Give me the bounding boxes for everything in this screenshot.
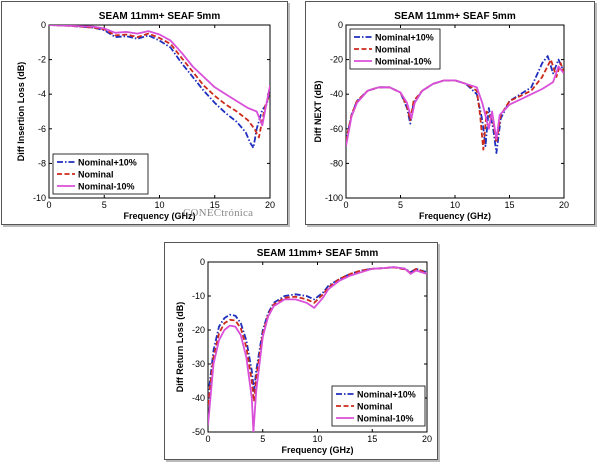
y-tick-label: 0: [200, 257, 205, 267]
x-tick-label: 20: [422, 434, 432, 444]
legend-label: Nominal: [375, 45, 411, 55]
legend-label: Nominal-10%: [375, 57, 432, 67]
x-tick-label: 20: [265, 200, 275, 210]
x-tick-label: 10: [154, 200, 164, 210]
y-tick-label: -10: [33, 193, 46, 203]
chart-title: SEAM 11mm+ SEAF 5mm: [99, 11, 221, 22]
insertion-loss-chart: SEAM 11mm+ SEAF 5mm 0 5 10 15 20 0 -2 -4 -6 -8 -10 F…: [16, 11, 275, 221]
x-tick-label: 0: [343, 200, 348, 210]
x-tick-label: 0: [205, 434, 210, 444]
x-tick-label: 15: [367, 434, 377, 444]
x-tick-label: 10: [450, 200, 460, 210]
x-tick-label: 5: [102, 200, 107, 210]
y-tick-label: -50: [192, 427, 205, 437]
insertion-loss-chart-panel: SEAM 11mm+ SEAF 5mm 0 5 10 15 20 0 -2 -4 -6 -8 -10 F…: [1, 1, 288, 225]
y-tick-label: -8: [38, 158, 46, 168]
legend-label: Nominal: [357, 402, 393, 412]
y-tick-label: -2: [38, 55, 46, 65]
next-chart-panel: SEAM 11mm+ SEAF 5mm 0 5 10 15 20 0 -20 -40 -60 -80…: [305, 1, 595, 225]
x-tick-label: 0: [46, 200, 51, 210]
x-axis-label: Frequency (GHz): [281, 445, 353, 455]
y-tick-label: -6: [38, 124, 46, 134]
series-line: [346, 55, 564, 154]
series-line: [49, 25, 270, 149]
legend-label: Nominal-10%: [78, 182, 135, 192]
x-tick-label: 5: [260, 434, 265, 444]
y-tick-label: -60: [330, 124, 343, 134]
y-tick-label: -80: [330, 158, 343, 168]
series-line: [49, 25, 270, 127]
x-tick-label: 5: [398, 200, 403, 210]
y-tick-label: 0: [338, 20, 343, 30]
y-tick-label: -40: [192, 393, 205, 403]
y-axis-label: Diff NEXT (dB): [313, 81, 323, 143]
y-tick-label: -30: [192, 359, 205, 369]
legend-label: Nominal+10%: [78, 158, 137, 168]
watermark-text: CONECtrónica: [183, 207, 254, 219]
legend-label: Nominal-10%: [357, 414, 414, 424]
x-tick-label: 20: [559, 200, 569, 210]
series-line: [49, 25, 270, 139]
legend-label: Nominal+10%: [375, 33, 434, 43]
y-tick-label: -10: [192, 291, 205, 301]
y-tick-label: -40: [330, 89, 343, 99]
y-tick-label: -20: [192, 325, 205, 335]
y-axis-label: Diff Insertion Loss (dB): [16, 62, 26, 162]
x-tick-label: 15: [504, 200, 514, 210]
x-tick-label: 15: [210, 200, 220, 210]
chart-title: SEAM 11mm+ SEAF 5mm: [394, 11, 516, 22]
next-chart: SEAM 11mm+ SEAF 5mm 0 5 10 15 20 0 -20 -40 -60 -80…: [313, 11, 569, 221]
legend-label: Nominal+10%: [357, 390, 416, 400]
x-axis-label: Frequency (GHz): [123, 211, 195, 221]
y-tick-label: -4: [38, 89, 46, 99]
legend-label: Nominal: [78, 170, 114, 180]
y-tick-label: -20: [330, 55, 343, 65]
series-line: [208, 266, 427, 432]
y-axis-label: Diff Return Loss (dB): [175, 302, 185, 393]
x-axis-label: Frequency (GHz): [419, 211, 491, 221]
y-tick-label: -100: [325, 193, 343, 203]
return-loss-chart: SEAM 11mm+ SEAF 5mm 0 5 10 15 20 0 -10 -20 -30 -40…: [175, 248, 432, 455]
y-tick-label: 0: [41, 20, 46, 30]
x-tick-label: 10: [312, 434, 322, 444]
series-line: [346, 65, 564, 147]
chart-title: SEAM 11mm+ SEAF 5mm: [257, 248, 379, 259]
return-loss-chart-panel: SEAM 11mm+ SEAF 5mm 0 5 10 15 20 0 -10 -20 -30 -40…: [164, 242, 438, 460]
